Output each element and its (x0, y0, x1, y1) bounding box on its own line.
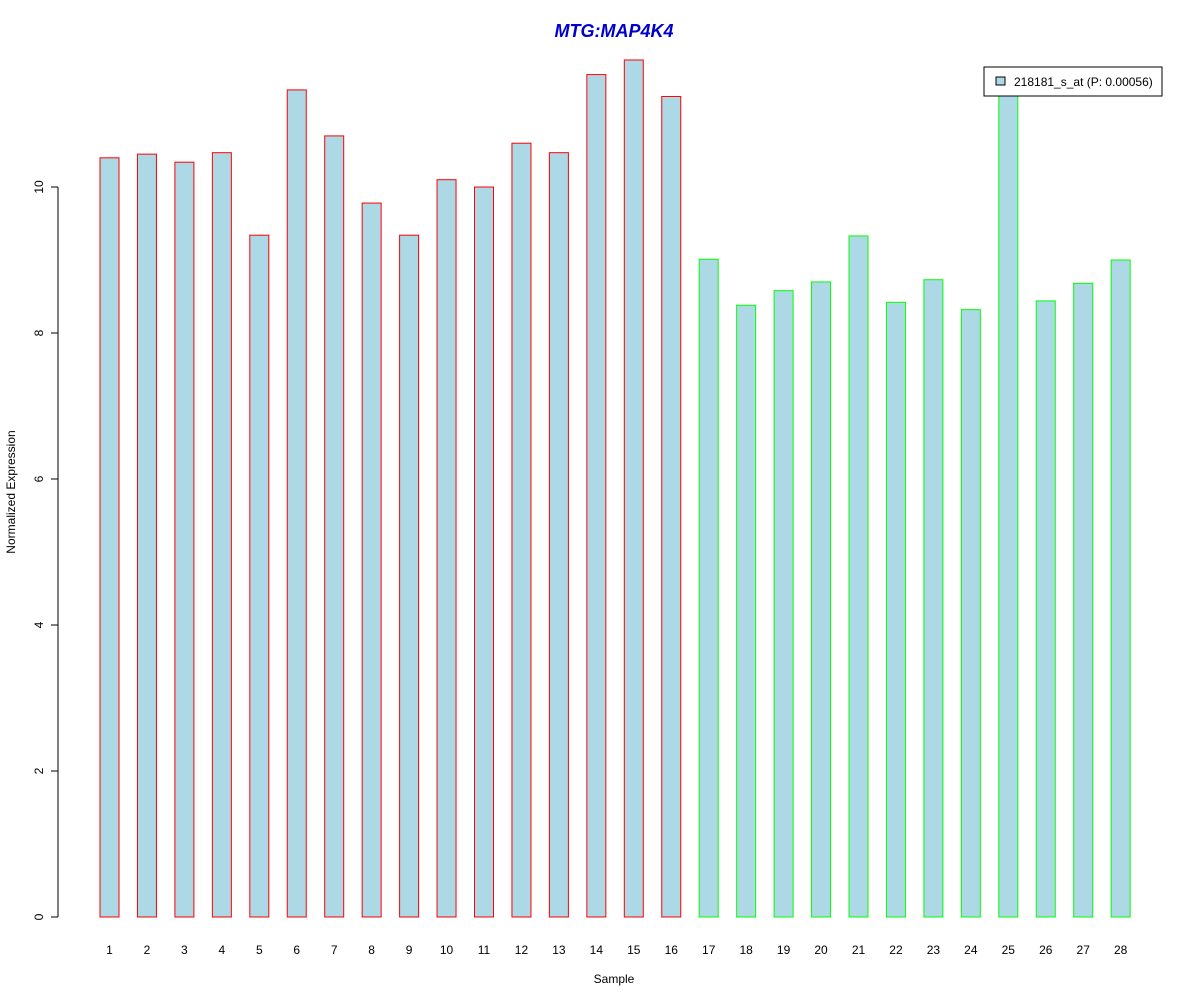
y-axis: 0 2 4 6 8 10 (32, 180, 59, 920)
y-axis-tick-label: 2 (32, 767, 46, 774)
bar-sample-23 (923, 279, 944, 918)
legend-label: 218181_s_at (P: 0.00056) (1014, 75, 1153, 89)
x-axis-tick-label: 15 (627, 943, 641, 957)
bar-sample-4 (211, 152, 232, 918)
x-axis-tick-label: 11 (478, 943, 491, 957)
bar-sample-14 (586, 74, 607, 918)
y-axis-tick-label: 4 (32, 621, 46, 628)
bar-sample-28 (1110, 259, 1131, 918)
legend-swatch (995, 76, 1006, 86)
x-axis-tick-label: 22 (889, 943, 903, 957)
x-axis-tick-label: 3 (181, 943, 188, 957)
x-axis-tick-label: 23 (927, 943, 941, 957)
x-axis-tick-label: 2 (144, 943, 151, 957)
bar-sample-3 (174, 161, 195, 918)
x-axis-tick-label: 8 (368, 943, 375, 957)
x-axis-tick-label: 18 (739, 943, 753, 957)
x-axis-tick-label: 14 (590, 943, 604, 957)
y-axis-tick-label: 8 (32, 329, 46, 336)
bar-sample-25 (998, 91, 1019, 918)
bar-sample-26 (1035, 300, 1056, 918)
bars (99, 59, 1131, 918)
x-axis-tick-label: 25 (1002, 943, 1016, 957)
x-axis-tick-label: 17 (702, 943, 716, 957)
x-axis-tick-label: 12 (515, 943, 529, 957)
x-axis-tick-label: 16 (665, 943, 679, 957)
bar-sample-11 (474, 186, 494, 918)
x-axis-tick-label: 7 (331, 943, 338, 957)
x-axis-tick-label: 13 (552, 943, 566, 957)
x-axis-tick-label: 1 (106, 943, 113, 957)
x-axis-tick-label: 4 (219, 943, 226, 957)
x-axis-tick-label: 19 (777, 943, 791, 957)
bar-sample-24 (960, 309, 981, 918)
x-axis-label: Sample (594, 972, 635, 986)
y-axis-tick-label: 0 (32, 913, 46, 920)
bar-sample-12 (511, 142, 532, 918)
bar-sample-16 (661, 95, 682, 918)
y-axis-tick-label: 10 (32, 180, 46, 194)
bar-sample-8 (361, 202, 382, 918)
bar-sample-7 (324, 135, 345, 918)
x-axis-tick-label: 6 (293, 943, 300, 957)
y-axis-label: Normalized Expression (4, 430, 18, 553)
legend: 218181_s_at (P: 0.00056) (983, 66, 1163, 97)
bar-sample-2 (136, 153, 157, 918)
x-axis-tick-label: 9 (406, 943, 413, 957)
x-axis-tick-label: 28 (1114, 943, 1128, 957)
bar-sample-21 (848, 235, 869, 918)
bar-sample-17 (698, 258, 719, 918)
bar-sample-20 (811, 281, 832, 918)
bar-sample-18 (736, 304, 757, 918)
x-axis-tick-label: 26 (1039, 943, 1053, 957)
x-axis-tick-label: 20 (814, 943, 828, 957)
bar-sample-19 (773, 290, 794, 918)
bar-sample-5 (249, 234, 270, 918)
x-axis-tick-label: 27 (1077, 943, 1091, 957)
bar-sample-10 (436, 179, 457, 918)
bar-sample-6 (286, 89, 307, 918)
x-axis-tick-label: 24 (964, 943, 978, 957)
bar-sample-15 (623, 59, 644, 918)
legend-box (983, 66, 1163, 97)
bar-sample-27 (1073, 282, 1094, 918)
y-axis-tick-label: 6 (32, 475, 46, 482)
x-axis-tick-label: 10 (440, 943, 454, 957)
bar-sample-22 (885, 301, 906, 918)
x-axis-tick-label: 5 (256, 943, 263, 957)
bar-sample-1 (99, 157, 120, 918)
x-axis-tick-label: 21 (852, 943, 866, 957)
bar-sample-13 (548, 152, 569, 918)
bar-sample-9 (399, 234, 420, 918)
x-axis-tick-labels: 1 2 3 4 5 6 7 8 9 10 11 12 13 14 15 16 17 18 19 20 21 22 23 24 2… (106, 943, 1127, 957)
chart-title: MTG:MAP4K4 (554, 21, 673, 41)
